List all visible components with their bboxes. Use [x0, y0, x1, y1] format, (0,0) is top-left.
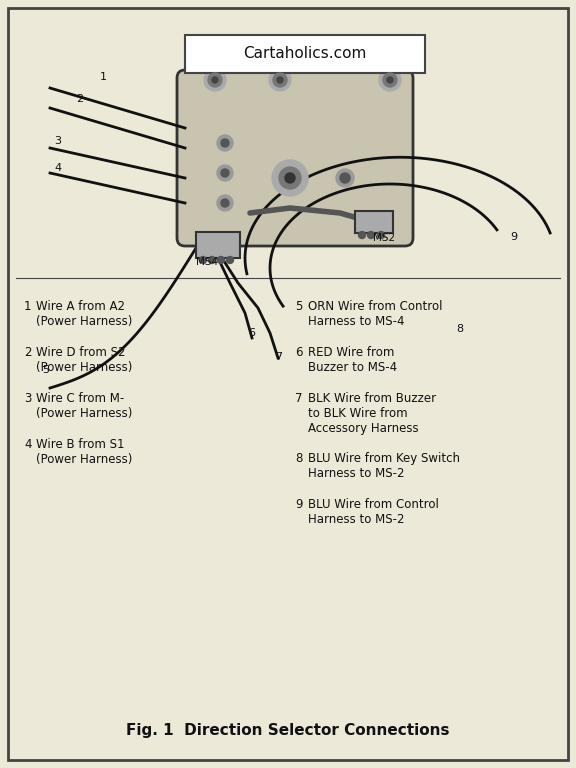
Circle shape: [212, 77, 218, 83]
Text: 9: 9: [295, 498, 302, 511]
Text: 8: 8: [295, 452, 302, 465]
Text: 6: 6: [295, 346, 302, 359]
Text: 4: 4: [24, 438, 32, 451]
Circle shape: [383, 73, 397, 87]
Text: Wire C from M-: Wire C from M-: [36, 392, 124, 405]
Text: 5: 5: [42, 365, 49, 375]
Circle shape: [279, 167, 301, 189]
Circle shape: [221, 199, 229, 207]
Text: (Power Harness): (Power Harness): [36, 453, 132, 466]
Circle shape: [269, 69, 291, 91]
Circle shape: [340, 173, 350, 183]
Circle shape: [377, 231, 385, 239]
Text: 9: 9: [510, 232, 517, 242]
Text: Harness to MS-4: Harness to MS-4: [308, 315, 404, 328]
Text: BLU Wire from Key Switch: BLU Wire from Key Switch: [308, 452, 460, 465]
Text: BLK Wire from Buzzer: BLK Wire from Buzzer: [308, 392, 436, 405]
Text: 2: 2: [76, 94, 83, 104]
Bar: [185, 35, 425, 73]
Text: Wire B from S1: Wire B from S1: [36, 438, 124, 451]
Text: Wire A from A2: Wire A from A2: [36, 300, 125, 313]
Bar: [185, 73, 405, 98]
Text: 4: 4: [54, 163, 61, 173]
Circle shape: [272, 160, 308, 196]
Text: RED Wire from: RED Wire from: [308, 346, 395, 359]
Text: 6: 6: [248, 328, 255, 338]
Text: 2: 2: [24, 346, 32, 359]
Circle shape: [387, 77, 393, 83]
Circle shape: [273, 73, 287, 87]
Bar: [355, 211, 393, 233]
Text: MS2: MS2: [373, 233, 395, 243]
Text: Fig. 1  Direction Selector Connections: Fig. 1 Direction Selector Connections: [126, 723, 450, 737]
Text: 7: 7: [295, 392, 302, 405]
Bar: [196, 232, 240, 258]
Text: (Power Harness): (Power Harness): [36, 407, 132, 420]
Text: Accessory Harness: Accessory Harness: [308, 422, 419, 435]
Text: Buzzer to MS-4: Buzzer to MS-4: [308, 361, 397, 374]
Circle shape: [277, 77, 283, 83]
Circle shape: [226, 257, 233, 263]
Circle shape: [221, 139, 229, 147]
Text: Wire D from S2: Wire D from S2: [36, 346, 126, 359]
Text: BLU Wire from Control: BLU Wire from Control: [308, 498, 439, 511]
Text: Harness to MS-2: Harness to MS-2: [308, 513, 404, 526]
Text: 3: 3: [54, 136, 61, 146]
Text: 5: 5: [295, 300, 302, 313]
Text: 1: 1: [100, 72, 107, 82]
Text: 1: 1: [24, 300, 32, 313]
Circle shape: [358, 231, 366, 239]
Text: (Power Harness): (Power Harness): [36, 361, 132, 374]
Text: Harness to MS-2: Harness to MS-2: [308, 467, 404, 480]
Bar: [16, 278, 560, 700]
Circle shape: [221, 169, 229, 177]
Circle shape: [379, 69, 401, 91]
Text: 8: 8: [456, 324, 463, 334]
Text: ORN Wire from Control: ORN Wire from Control: [308, 300, 442, 313]
FancyBboxPatch shape: [177, 70, 413, 246]
Circle shape: [367, 231, 374, 239]
Text: Cartaholics.com: Cartaholics.com: [243, 47, 367, 61]
Text: MS4: MS4: [196, 257, 218, 267]
Circle shape: [217, 135, 233, 151]
Circle shape: [217, 195, 233, 211]
Circle shape: [204, 69, 226, 91]
Circle shape: [199, 257, 207, 263]
Circle shape: [217, 165, 233, 181]
Text: to BLK Wire from: to BLK Wire from: [308, 407, 408, 420]
Circle shape: [218, 257, 225, 263]
Text: (Power Harness): (Power Harness): [36, 315, 132, 328]
Circle shape: [208, 73, 222, 87]
Circle shape: [336, 169, 354, 187]
Circle shape: [285, 173, 295, 183]
Text: 3: 3: [24, 392, 31, 405]
Text: 7: 7: [275, 352, 282, 362]
Circle shape: [209, 257, 215, 263]
